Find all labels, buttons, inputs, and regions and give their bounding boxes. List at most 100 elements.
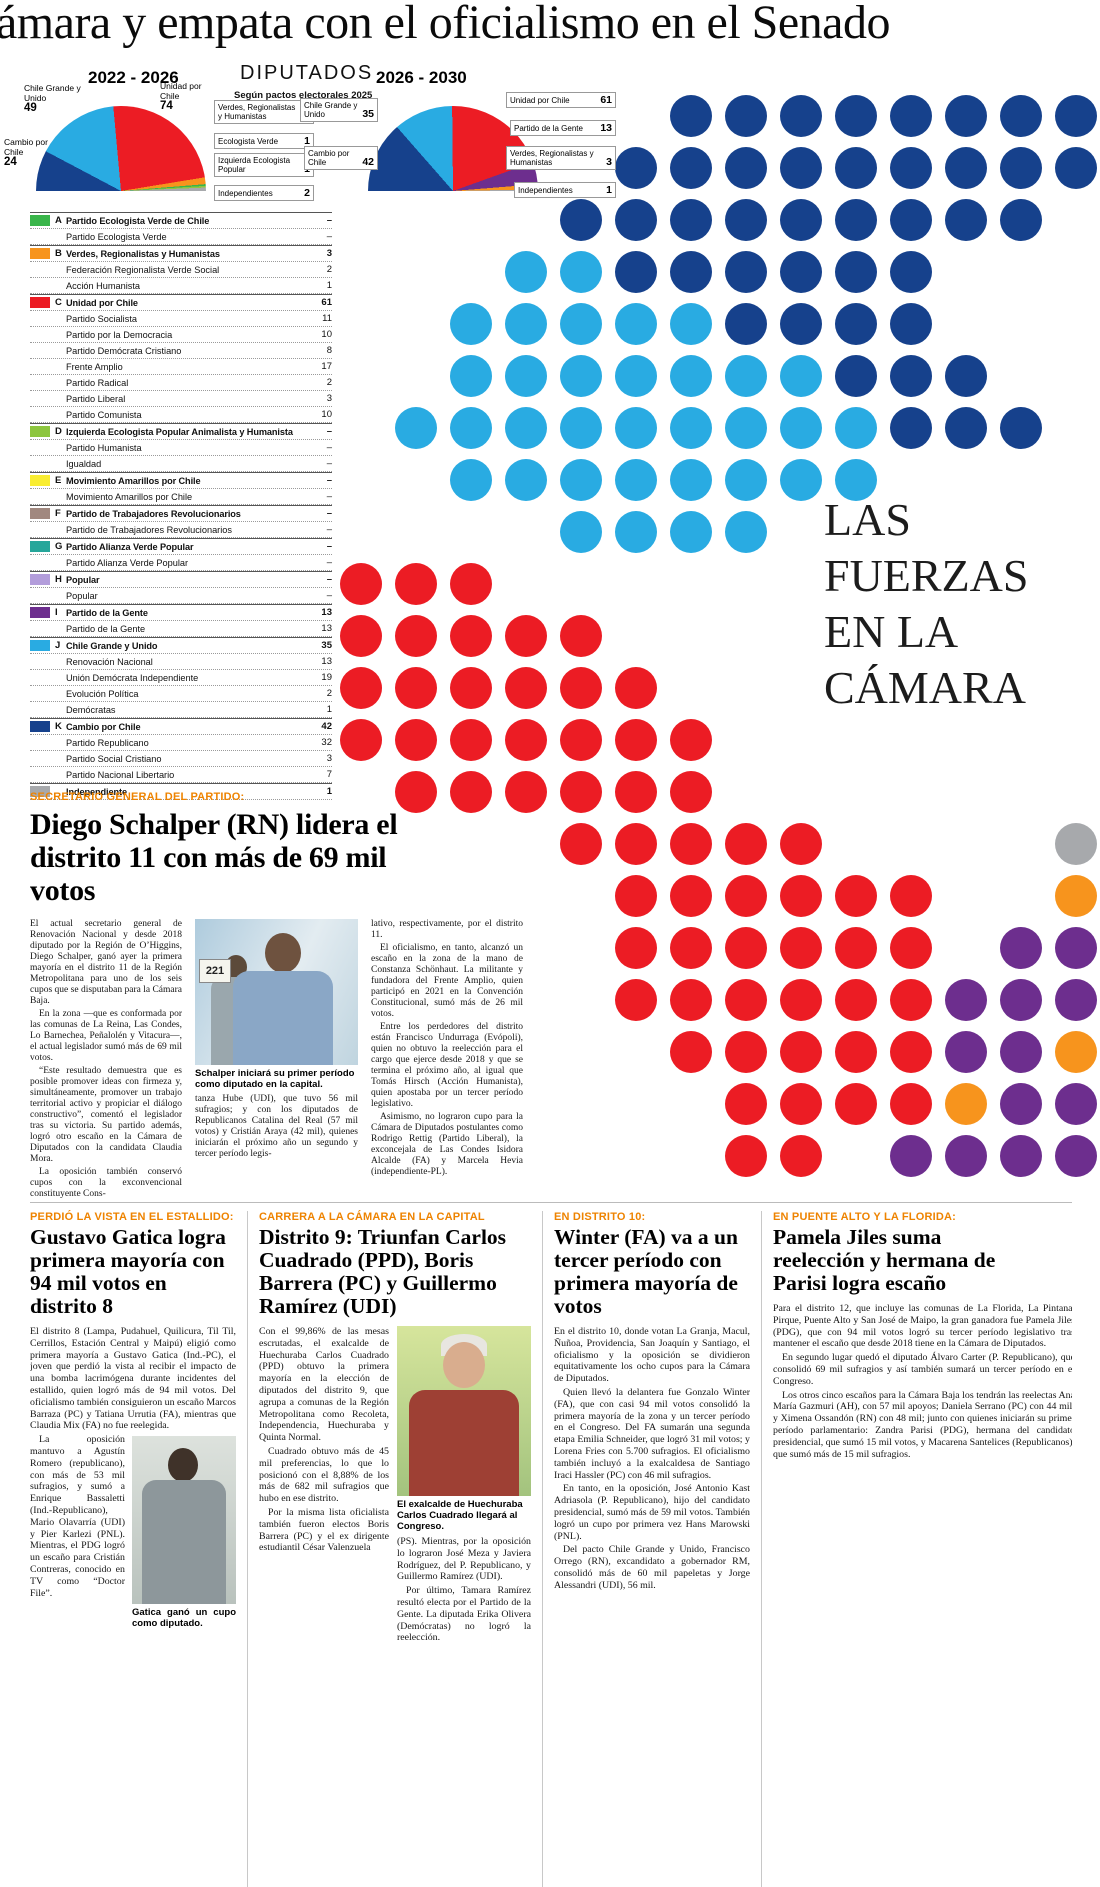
- party-pact-row: Independiente 1: [30, 783, 332, 800]
- seat-dot: [835, 979, 877, 1021]
- seat-dot: [340, 615, 382, 657]
- article-headline: Winter (FA) va a un tercer período con p…: [554, 1225, 738, 1318]
- article-distrito9: CARRERA A LA CÁMARA EN LA CAPITAL Distri…: [259, 1211, 531, 1887]
- seat-dot: [725, 1135, 767, 1177]
- forces-title-line: FUERZAS: [824, 550, 1029, 601]
- pact-name: Partido Ecologista Verde de Chile: [66, 215, 210, 226]
- party-name: Partido Liberal: [66, 393, 126, 404]
- article-winter: EN DISTRITO 10: Winter (FA) va a un terc…: [554, 1211, 750, 1887]
- party-name: Movimiento Amarillos por Chile: [66, 491, 193, 502]
- seat-dot: [395, 719, 437, 761]
- photo-caption: El exalcalde de Huechuraba Carlos Cuadra…: [397, 1499, 523, 1532]
- party-pact-row: G Partido Alianza Verde Popular –: [30, 538, 332, 555]
- seat-dot: [340, 667, 382, 709]
- seat-dot: [780, 459, 822, 501]
- seat-dot: [560, 459, 602, 501]
- seat-dot: [945, 979, 987, 1021]
- seat-dot: [670, 927, 712, 969]
- seat-dot: [1000, 1083, 1042, 1125]
- forces-title-line: EN LA: [824, 606, 959, 657]
- party-name: Partido por la Democracia: [66, 329, 173, 340]
- seat-dot: [1000, 407, 1042, 449]
- party-seats: –: [326, 442, 332, 453]
- party-pact-row: B Verdes, Regionalistas y Humanistas 3: [30, 245, 332, 262]
- schalper-figure: 221 Schalper iniciará su primer período …: [195, 919, 358, 1090]
- party-name: Popular: [66, 590, 98, 601]
- pie-label-verdes: Verdes, Regionalistas y Humanistas 4: [214, 100, 314, 124]
- article-body: Para el distrito 12, que incluye las com…: [773, 1303, 1072, 1460]
- column-divider: [247, 1211, 248, 1887]
- seat-dot: [505, 615, 547, 657]
- seat-dot: [945, 147, 987, 189]
- party-subrow: Partido Nacional Libertario 7: [30, 767, 332, 783]
- pact-seats: –: [326, 541, 332, 552]
- pie-label-name: Ecologista Verde: [218, 137, 279, 146]
- seat-dot: [670, 875, 712, 917]
- pact-letter: F: [55, 507, 61, 519]
- paragraph: (PS). Mientras, por la oposición lo logr…: [397, 1536, 531, 1583]
- column-divider: [761, 1211, 762, 1887]
- seat-dot: [560, 511, 602, 553]
- party-color-chip: [30, 248, 50, 259]
- paragraph: El oficialismo, en tanto, alcanzó un esc…: [371, 943, 523, 1019]
- pie-label-name: Cambio por Chile: [308, 149, 350, 167]
- seat-dot: [1055, 927, 1097, 969]
- party-seats: 32: [321, 737, 332, 748]
- seat-dot: [505, 771, 547, 813]
- seat-dot: [670, 303, 712, 345]
- seat-dot: [945, 1031, 987, 1073]
- seat-dot: [670, 147, 712, 189]
- party-seats: 1: [326, 280, 332, 291]
- paragraph: Por la misma lista oficialista también f…: [259, 1506, 389, 1554]
- pie-label-chile-grande-2026: Chile Grande y Unido 35: [300, 98, 378, 122]
- pie-label-unidad-2026: Unidad por Chile 61: [506, 92, 616, 108]
- paragraph: Entre los perdedores del distrito están …: [371, 1022, 523, 1109]
- party-pact-row: H Popular –: [30, 571, 332, 588]
- seat-dot: [450, 615, 492, 657]
- pie-chart-2022-2026: [36, 106, 206, 192]
- article-kicker: PERDIÓ LA VISTA EN EL ESTALLIDO:: [30, 1211, 234, 1223]
- seat-dot: [890, 875, 932, 917]
- pact-name: Chile Grande y Unido: [66, 640, 158, 651]
- seat-dot: [560, 615, 602, 657]
- seat-dot: [505, 355, 547, 397]
- seat-dot: [615, 875, 657, 917]
- seat-dot: [1055, 1031, 1097, 1073]
- main-headline: ámara y empata con el oficialismo en el …: [0, 0, 890, 49]
- seat-dot: [1000, 927, 1042, 969]
- seat-dot: [945, 407, 987, 449]
- seat-dot: [1055, 1135, 1097, 1177]
- seat-dot: [725, 199, 767, 241]
- party-color-chip: [30, 786, 50, 797]
- seat-dot: [505, 459, 547, 501]
- seat-dot: [835, 407, 877, 449]
- party-subrow: Partido Demócrata Cristiano 8: [30, 343, 332, 359]
- party-name: Evolución Política: [66, 688, 139, 699]
- pie-label-value: 24: [4, 156, 17, 168]
- party-seats: 11: [322, 313, 332, 324]
- paragraph: La oposición también conservó cupos con …: [30, 1167, 182, 1199]
- party-subrow: Partido Republicano 32: [30, 735, 332, 751]
- seat-dot: [835, 199, 877, 241]
- person-silhouette: [443, 1342, 485, 1388]
- pact-name: Independiente: [66, 786, 127, 797]
- article-headline: Distrito 9: Triunfan Carlos Cuadrado (PP…: [259, 1225, 507, 1318]
- seat-dot: [615, 199, 657, 241]
- paragraph: La oposición mantuvo a Agustín Romero (r…: [30, 1434, 125, 1599]
- party-name: Partido Socialista: [66, 313, 137, 324]
- seat-dot: [725, 251, 767, 293]
- schalper-photo: 221: [195, 919, 358, 1065]
- pie-label-ecologista: Ecologista Verde 1: [214, 133, 314, 149]
- seat-dot: [1000, 199, 1042, 241]
- paragraph: tanza Hube (UDI), que tuvo 56 mil sufrag…: [195, 1094, 358, 1159]
- pie-label-value: 13: [600, 122, 612, 134]
- seat-dot: [725, 1031, 767, 1073]
- seat-dot: [725, 95, 767, 137]
- photo-sign: 221: [199, 959, 231, 983]
- seat-dot: [835, 95, 877, 137]
- party-subrow: Partido Ecologista Verde –: [30, 229, 332, 245]
- pact-seats: –: [326, 508, 332, 519]
- party-seats: 10: [321, 329, 332, 340]
- party-color-chip: [30, 297, 50, 308]
- seat-dot: [890, 251, 932, 293]
